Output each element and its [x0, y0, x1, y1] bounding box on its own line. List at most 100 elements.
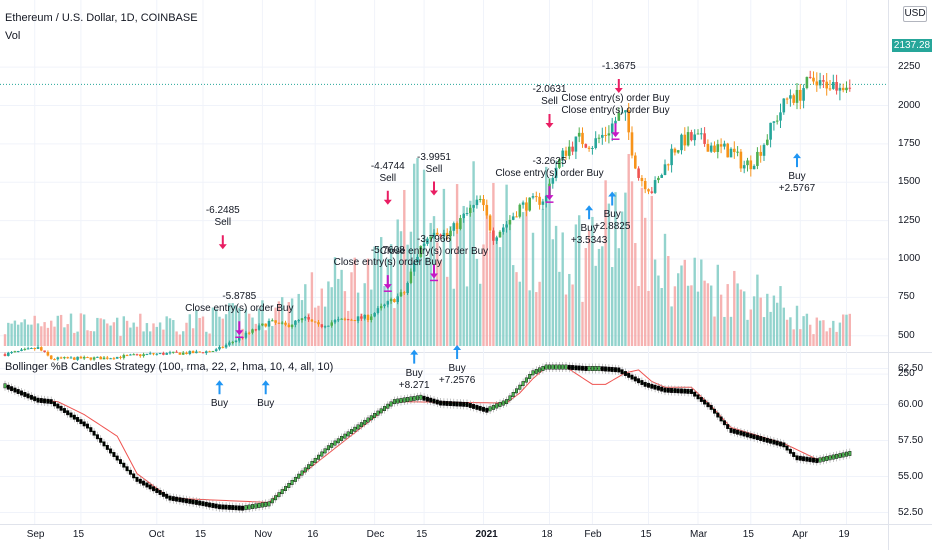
- volume-bar: [188, 314, 191, 346]
- candle-body: [379, 306, 383, 309]
- indicator-candle: [59, 405, 63, 411]
- candle-body: [828, 88, 832, 90]
- candle-body: [498, 231, 502, 238]
- volume-bar: [640, 187, 644, 346]
- volume-bar: [505, 184, 508, 346]
- candle-body: [604, 134, 607, 136]
- indicator-candle: [293, 476, 297, 482]
- candle-body: [23, 348, 27, 350]
- volume-bar: [611, 267, 614, 346]
- volume-bar: [195, 309, 198, 346]
- time-axis-tick: 15: [72, 529, 85, 540]
- candle-body: [571, 146, 574, 152]
- candle-body: [676, 150, 680, 153]
- indicator-candle: [627, 372, 631, 378]
- candle-body: [706, 143, 710, 152]
- volume-bar: [53, 326, 56, 346]
- candle-body: [485, 205, 489, 216]
- candle-body: [412, 262, 416, 272]
- currency-button[interactable]: USD: [903, 6, 927, 22]
- volume-bar: [50, 320, 53, 346]
- volume-bar: [492, 182, 495, 346]
- indicator-candle: [673, 388, 677, 394]
- indicator-candle: [277, 492, 281, 498]
- volume-bar: [139, 313, 142, 346]
- indicator-candle: [82, 421, 86, 427]
- candle-body: [3, 354, 7, 356]
- volume-bar: [627, 153, 630, 346]
- volume-bar: [152, 323, 155, 346]
- candle-body: [393, 299, 396, 303]
- volume-bar: [564, 294, 568, 346]
- volume-bar: [578, 215, 581, 346]
- volume-bar: [43, 322, 46, 346]
- volume-bar: [581, 301, 584, 346]
- candle-body: [122, 355, 126, 358]
- indicator-candle: [386, 403, 390, 409]
- volume-bar: [561, 232, 564, 346]
- indicator-axis-tick: 55.00: [898, 470, 924, 482]
- candle-body: [779, 112, 782, 121]
- candle-body: [637, 168, 640, 178]
- indicator-candle: [161, 491, 165, 497]
- candle-body: [271, 320, 274, 322]
- indicator-axis-tick: 52.50: [898, 506, 924, 518]
- volume-bar: [403, 189, 406, 346]
- indicator-candle: [320, 451, 324, 457]
- candle-body: [805, 76, 809, 89]
- indicator-candle: [224, 504, 228, 510]
- close-arrow-icon: [235, 321, 244, 336]
- indicator-candle: [343, 433, 347, 439]
- indicator-candle: [772, 439, 776, 445]
- candle-body: [597, 137, 601, 139]
- indicator-candle: [653, 384, 657, 390]
- indicator-candle: [488, 406, 492, 412]
- buy-arrow-icon: [215, 380, 224, 395]
- volume-bar: [168, 318, 172, 346]
- time-axis-tick: 2021: [475, 529, 498, 540]
- indicator-candle: [422, 395, 426, 401]
- candle-body: [403, 292, 406, 294]
- candle-body: [73, 357, 76, 360]
- candle-body: [386, 301, 390, 305]
- indicator-candle: [402, 397, 406, 403]
- candle-body: [680, 134, 683, 151]
- volume-bar: [746, 319, 749, 346]
- volume-bar: [330, 287, 333, 346]
- indicator-candle: [557, 364, 561, 370]
- indicator-candle: [396, 398, 400, 404]
- indicator-candle: [524, 377, 528, 383]
- volume-bar: [541, 208, 545, 346]
- candle-body: [106, 357, 109, 359]
- candle-body: [33, 347, 36, 349]
- indicator-candle: [643, 381, 647, 387]
- volume-bar: [683, 259, 686, 346]
- indicator-candle: [663, 387, 667, 393]
- indicator-candle: [323, 448, 327, 454]
- indicator-candle: [726, 424, 730, 429]
- indicator-candle: [39, 398, 43, 403]
- volume-bar: [835, 331, 838, 346]
- candle-body: [723, 143, 726, 147]
- candle-body: [808, 76, 812, 78]
- candle-body: [188, 351, 192, 355]
- indicator-title: Bollinger %B Candles Strategy (100, rma,…: [5, 361, 334, 373]
- volume-bar: [545, 166, 548, 346]
- volume-bar: [26, 324, 30, 346]
- indicator-candle: [495, 403, 499, 409]
- candle-body: [647, 189, 650, 192]
- candle-body: [337, 319, 340, 321]
- indicator-candle: [785, 445, 789, 451]
- time-axis-tick: 19: [838, 529, 850, 540]
- candle-body: [290, 324, 294, 328]
- indicator-candle: [462, 401, 466, 407]
- candle-body: [733, 148, 736, 153]
- indicator-candle: [379, 408, 383, 414]
- indicator-candle: [122, 462, 126, 468]
- indicator-candle: [666, 387, 670, 393]
- volume-bar: [597, 248, 601, 346]
- indicator-candle: [828, 455, 832, 461]
- volume-bar: [198, 317, 201, 346]
